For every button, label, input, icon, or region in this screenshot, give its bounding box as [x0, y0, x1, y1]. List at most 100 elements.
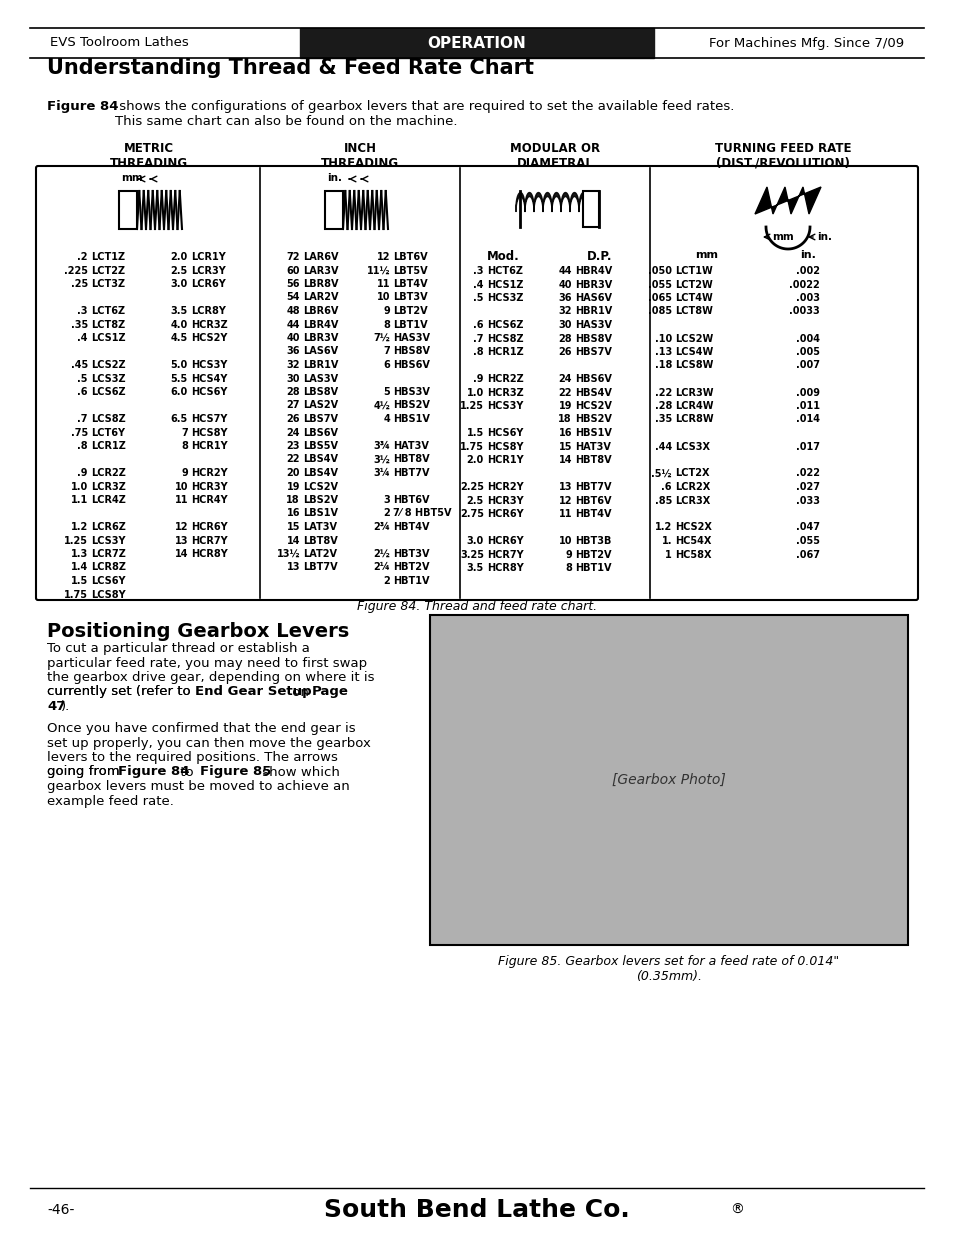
Text: HCS1Z: HCS1Z [486, 279, 523, 289]
Text: set up properly, you can then move the gearbox: set up properly, you can then move the g… [47, 736, 371, 750]
Text: Page: Page [312, 685, 349, 699]
Text: 11: 11 [558, 509, 572, 519]
Text: 60: 60 [286, 266, 299, 275]
Text: HBS6V: HBS6V [575, 374, 611, 384]
Text: 1.25: 1.25 [459, 401, 483, 411]
Text: LBR4V: LBR4V [303, 320, 338, 330]
Text: 11: 11 [376, 279, 390, 289]
Text: HBR3V: HBR3V [575, 279, 612, 289]
Text: 8: 8 [383, 320, 390, 330]
Text: LBR1V: LBR1V [303, 359, 338, 370]
Text: 1.0: 1.0 [466, 388, 483, 398]
Text: 7½: 7½ [373, 333, 390, 343]
Bar [119, 191, 137, 228]
Text: 44: 44 [558, 266, 572, 275]
Text: 30: 30 [286, 373, 299, 384]
Text: 2¾: 2¾ [373, 522, 390, 532]
Text: LBS4V: LBS4V [303, 468, 337, 478]
Text: 2.25: 2.25 [459, 482, 483, 492]
Text: the gearbox drive gear, depending on where it is: the gearbox drive gear, depending on whe… [47, 671, 375, 684]
Text: LBS8V: LBS8V [303, 387, 337, 396]
Text: .44: .44 [654, 441, 671, 452]
Text: 3¾: 3¾ [373, 441, 390, 451]
Text: on: on [288, 685, 313, 699]
Text: 2.5: 2.5 [466, 495, 483, 505]
Text: shows the configurations of gearbox levers that are required to set the availabl: shows the configurations of gearbox leve… [115, 100, 734, 128]
Text: .002: .002 [795, 266, 820, 275]
Text: LCR8Y: LCR8Y [191, 306, 226, 316]
Text: HCR4Y: HCR4Y [191, 495, 228, 505]
Text: LCR8Z: LCR8Z [91, 562, 126, 573]
Bar [299, 28, 654, 58]
Text: INCH
THREADING: INCH THREADING [320, 142, 398, 170]
Text: 10: 10 [558, 536, 572, 546]
Text: HCS7Y: HCS7Y [191, 414, 227, 424]
Text: LCT2Z: LCT2Z [91, 266, 125, 275]
Text: Figure 84. Thread and feed rate chart.: Figure 84. Thread and feed rate chart. [356, 600, 597, 613]
Text: 1.5: 1.5 [466, 429, 483, 438]
Text: LCT2X: LCT2X [675, 468, 709, 478]
Text: LBR6V: LBR6V [303, 306, 338, 316]
Text: in.: in. [800, 249, 815, 261]
Text: .065: .065 [647, 293, 671, 303]
Text: HCR7Y: HCR7Y [486, 550, 523, 559]
Text: .8: .8 [473, 347, 483, 357]
Text: .0033: .0033 [788, 306, 820, 316]
Text: .9: .9 [77, 468, 88, 478]
Text: LBT5V: LBT5V [393, 266, 427, 275]
Text: 18: 18 [286, 495, 299, 505]
Text: 48: 48 [286, 306, 299, 316]
Text: currently set (refer to: currently set (refer to [47, 685, 194, 699]
Text: HBT7V: HBT7V [393, 468, 429, 478]
Text: .5: .5 [473, 293, 483, 303]
Text: to: to [175, 766, 197, 778]
Text: HBT2V: HBT2V [575, 550, 611, 559]
Text: LAS6V: LAS6V [303, 347, 337, 357]
Text: MODULAR OR
DIAMETRAL: MODULAR OR DIAMETRAL [510, 142, 599, 170]
Text: HBT4V: HBT4V [575, 509, 611, 519]
Text: .75: .75 [71, 427, 88, 437]
Text: LCR2X: LCR2X [675, 482, 709, 492]
Text: 1.0: 1.0 [71, 482, 88, 492]
Text: LCT8Z: LCT8Z [91, 320, 125, 330]
Text: HCR2Y: HCR2Y [486, 482, 523, 492]
Text: LCR3W: LCR3W [675, 388, 713, 398]
Text: .014: .014 [795, 415, 820, 425]
Text: 1.5: 1.5 [71, 576, 88, 585]
Text: LCS8W: LCS8W [675, 361, 713, 370]
Text: 3¼: 3¼ [373, 468, 390, 478]
Text: .011: .011 [795, 401, 820, 411]
Text: 7: 7 [181, 427, 188, 437]
Text: LCS6Y: LCS6Y [91, 576, 126, 585]
Text: LBR8V: LBR8V [303, 279, 338, 289]
Text: LCR8W: LCR8W [675, 415, 713, 425]
Text: LAR6V: LAR6V [303, 252, 338, 262]
Text: LAT3V: LAT3V [303, 522, 336, 532]
Text: 8: 8 [181, 441, 188, 451]
Text: in.: in. [327, 173, 341, 183]
Text: HBT3B: HBT3B [575, 536, 611, 546]
Text: HBT3V: HBT3V [393, 550, 429, 559]
Text: .007: .007 [795, 361, 820, 370]
Text: -46-: -46- [47, 1203, 74, 1216]
Text: 40: 40 [558, 279, 572, 289]
Text: LCT8W: LCT8W [675, 306, 712, 316]
Text: LAR2V: LAR2V [303, 293, 338, 303]
Text: .055: .055 [795, 536, 820, 546]
Text: .7: .7 [77, 414, 88, 424]
Text: HBT6V: HBT6V [575, 495, 611, 505]
Text: HBR1V: HBR1V [575, 306, 612, 316]
Text: .067: .067 [795, 550, 820, 559]
Text: 6: 6 [383, 359, 390, 370]
Text: HCS6Z: HCS6Z [486, 320, 523, 330]
Text: HBT6V: HBT6V [393, 495, 429, 505]
Text: 30: 30 [558, 320, 572, 330]
Text: LBT1V: LBT1V [393, 320, 427, 330]
Text: HCR7Y: HCR7Y [191, 536, 228, 546]
Text: 1.75: 1.75 [459, 441, 483, 452]
Text: 3.5: 3.5 [466, 563, 483, 573]
Text: .5: .5 [77, 373, 88, 384]
Text: 13: 13 [174, 536, 188, 546]
Text: 5.5: 5.5 [171, 373, 188, 384]
Text: 19: 19 [286, 482, 299, 492]
